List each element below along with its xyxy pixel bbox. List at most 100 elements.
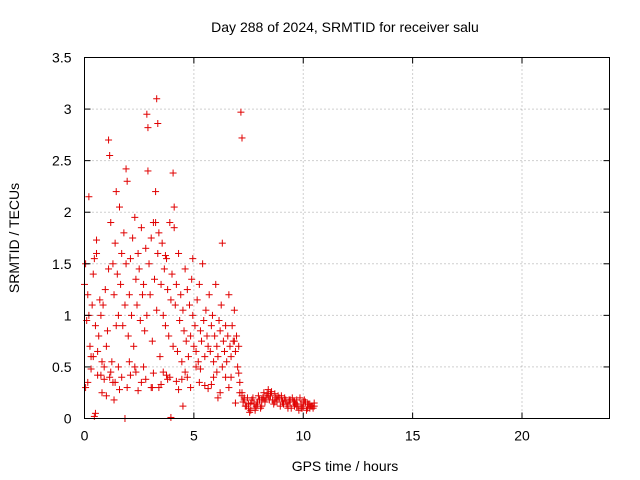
data-point [170, 203, 178, 211]
data-point [122, 165, 130, 173]
data-point [125, 291, 133, 299]
data-point [136, 317, 144, 325]
data-point [199, 260, 207, 268]
x-tick-label: 10 [295, 428, 311, 444]
data-point [97, 311, 105, 319]
data-point [129, 234, 137, 242]
data-point [187, 384, 195, 392]
data-point [100, 363, 108, 371]
data-point [230, 306, 238, 314]
axis-ticks: 0 5 10 15 20 0 0.5 1 1.5 2 2.5 3 3.5 [52, 50, 610, 444]
data-point [210, 373, 218, 381]
data-point [85, 193, 93, 201]
data-point [208, 311, 216, 319]
data-point [159, 368, 167, 376]
data-point [183, 286, 191, 294]
data-point [200, 317, 208, 325]
data-point [169, 342, 177, 350]
y-tick-label: 1 [64, 307, 72, 323]
data-point [157, 280, 165, 288]
data-point [216, 389, 224, 397]
data-point [97, 371, 105, 379]
data-point [233, 332, 241, 340]
data-point [193, 296, 201, 304]
data-point [194, 358, 202, 366]
data-point [225, 291, 233, 299]
data-point [152, 188, 160, 196]
data-point [137, 224, 145, 232]
data-point [121, 301, 129, 309]
data-point [178, 358, 186, 366]
data-point [134, 249, 142, 257]
data-point [133, 301, 141, 309]
data-point [166, 219, 174, 227]
data-point [95, 332, 103, 340]
data-point [266, 390, 274, 398]
data-point [171, 301, 179, 309]
data-point [296, 394, 304, 402]
data-point [201, 381, 209, 389]
data-point [214, 353, 222, 361]
data-point [106, 373, 114, 381]
data-point [189, 255, 197, 263]
data-point [161, 252, 169, 260]
data-point [247, 406, 255, 414]
data-point [218, 239, 226, 247]
data-point [192, 347, 200, 355]
data-point [114, 311, 122, 319]
data-point [156, 353, 164, 361]
data-point [225, 384, 233, 392]
data-point [149, 369, 157, 377]
data-point [102, 392, 110, 400]
data-point [142, 375, 150, 383]
data-point [207, 322, 215, 330]
data-point [98, 358, 106, 366]
data-point [181, 265, 189, 273]
data-point [186, 301, 193, 309]
data-point [299, 398, 307, 406]
data-point [93, 236, 101, 244]
data-point [187, 332, 195, 340]
data-point [152, 219, 160, 227]
data-point [204, 342, 212, 350]
data-point [277, 394, 285, 402]
data-point [119, 322, 127, 330]
data-point [265, 396, 273, 404]
y-tick-label: 3 [64, 101, 72, 117]
data-point [273, 396, 281, 404]
data-point [163, 255, 171, 263]
data-point [245, 400, 253, 408]
data-point [254, 392, 262, 400]
data-point [143, 311, 151, 319]
data-point [138, 291, 146, 299]
data-point [238, 134, 246, 142]
data-point [107, 219, 115, 227]
y-tick-label: 0 [64, 411, 72, 427]
data-point [214, 394, 222, 402]
data-point [155, 384, 163, 392]
data-point [116, 203, 123, 211]
y-tick-label: 1.5 [52, 256, 72, 272]
x-axis-label: GPS time / hours [292, 458, 399, 474]
data-point [153, 306, 161, 314]
data-point [132, 275, 140, 283]
data-point [123, 384, 131, 392]
data-point [184, 353, 192, 361]
data-point [167, 413, 175, 421]
data-point [116, 386, 123, 394]
y-axis-label: SRMTID / TECUs [6, 183, 22, 293]
data-point [170, 224, 178, 232]
data-point [177, 291, 185, 299]
data-point [204, 385, 212, 393]
data-point [114, 363, 122, 371]
grid-lines [84, 57, 610, 419]
data-point [176, 317, 184, 325]
data-point [118, 249, 126, 257]
data-point [231, 399, 239, 407]
data-point [141, 327, 149, 335]
data-point [207, 380, 215, 388]
data-point [181, 368, 189, 376]
data-points [81, 95, 318, 422]
data-point [126, 371, 134, 379]
